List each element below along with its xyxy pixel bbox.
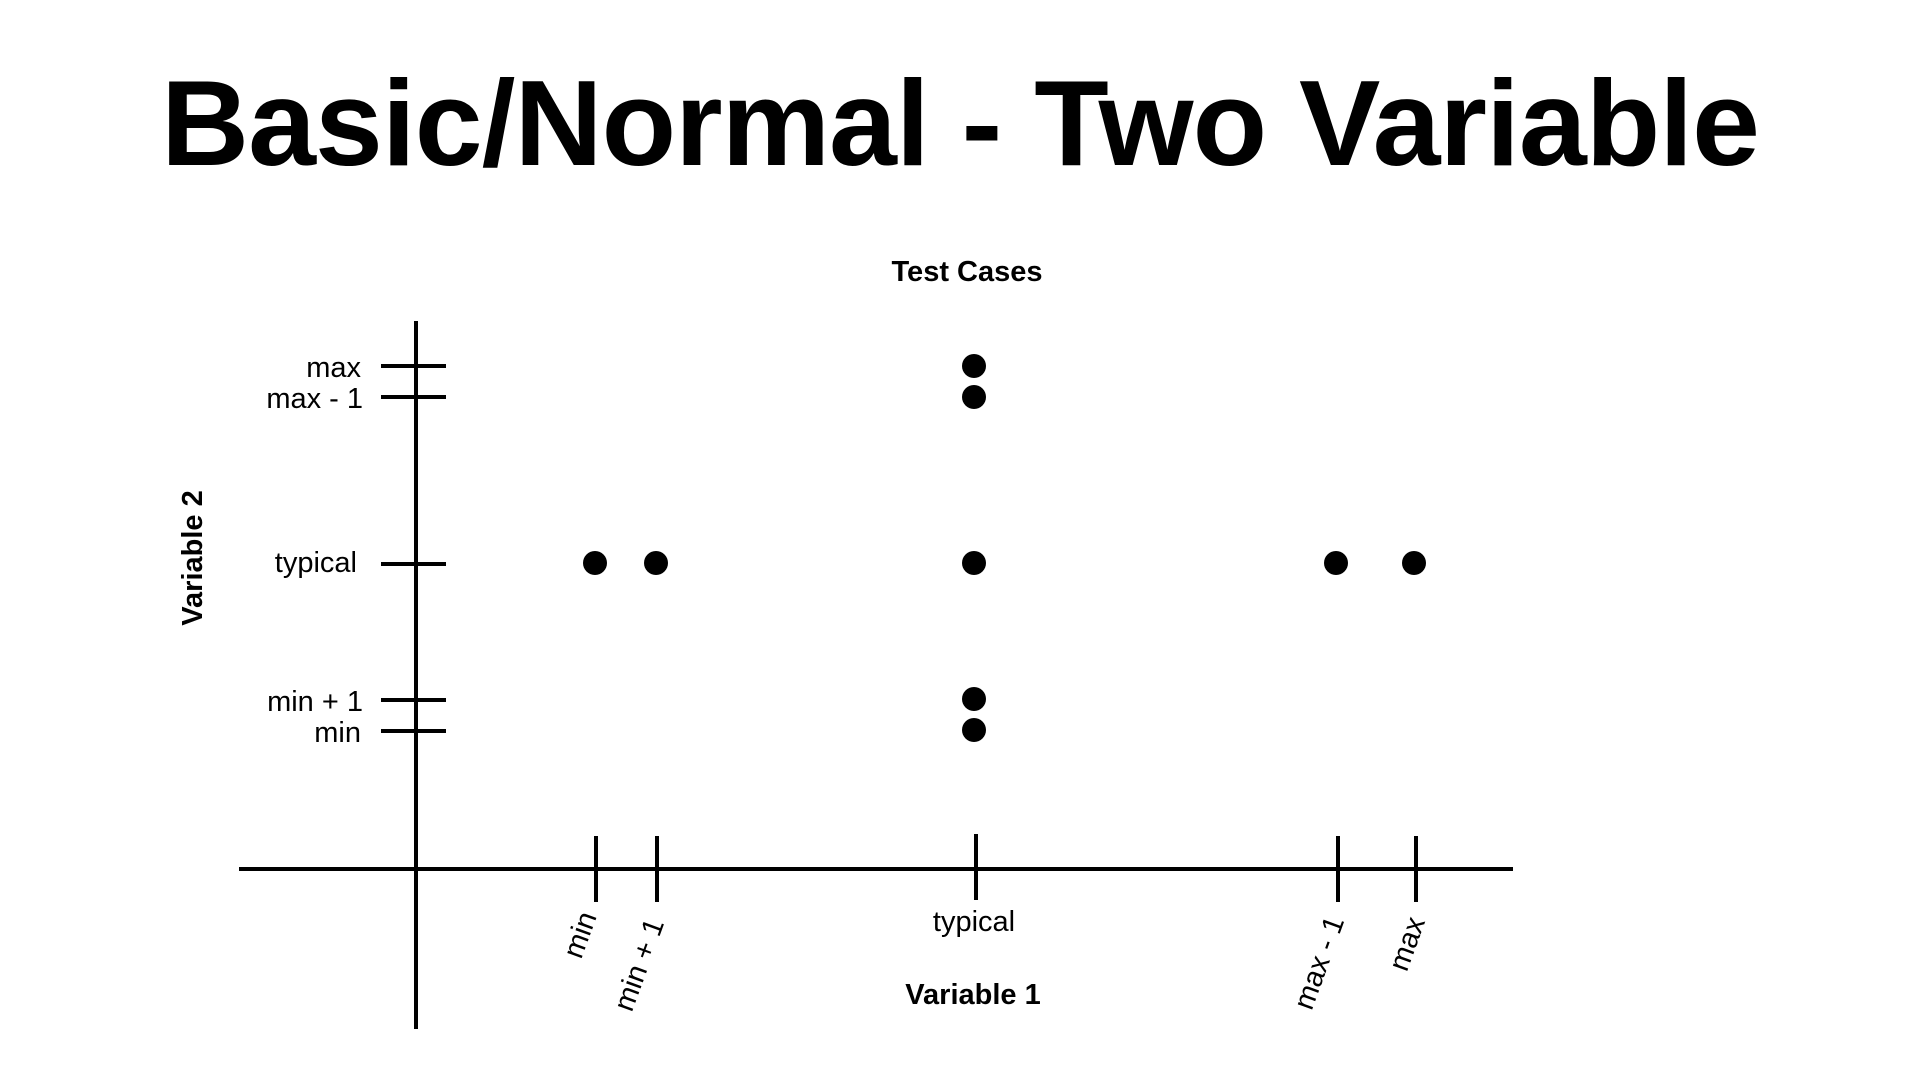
test-point-typical-min bbox=[962, 718, 986, 742]
y-tick-label-max: max bbox=[306, 352, 361, 384]
test-point-min-typical bbox=[583, 551, 607, 575]
test-point-typical-typical bbox=[962, 551, 986, 575]
x-tick-label-min: min bbox=[558, 907, 604, 962]
y-axis-title: Variable 2 bbox=[177, 490, 209, 625]
test-point-max-typical bbox=[1402, 551, 1426, 575]
x-tick-label-min-plus-1: min + 1 bbox=[608, 914, 671, 1015]
test-point-min-plus-1-typical bbox=[644, 551, 668, 575]
slide-title: Basic/Normal - Two Variable bbox=[161, 55, 1760, 191]
test-point-typical-min-plus-1 bbox=[962, 687, 986, 711]
test-point-typical-max bbox=[962, 354, 986, 378]
y-tick-label-max-minus-1: max - 1 bbox=[266, 383, 363, 415]
diagram-caption: Test Cases bbox=[892, 256, 1043, 288]
test-point-max-minus-1-typical bbox=[1324, 551, 1348, 575]
y-tick-label-min-plus-1: min + 1 bbox=[267, 686, 363, 718]
x-axis-title: Variable 1 bbox=[905, 979, 1040, 1011]
test-point-typical-max-minus-1 bbox=[962, 385, 986, 409]
x-tick-label-max-minus-1: max - 1 bbox=[1288, 912, 1351, 1014]
y-tick-label-min: min bbox=[314, 717, 361, 749]
x-tick-label-max: max bbox=[1383, 912, 1432, 975]
y-tick-label-typical: typical bbox=[275, 547, 357, 579]
x-tick-label-typical: typical bbox=[933, 906, 1015, 938]
